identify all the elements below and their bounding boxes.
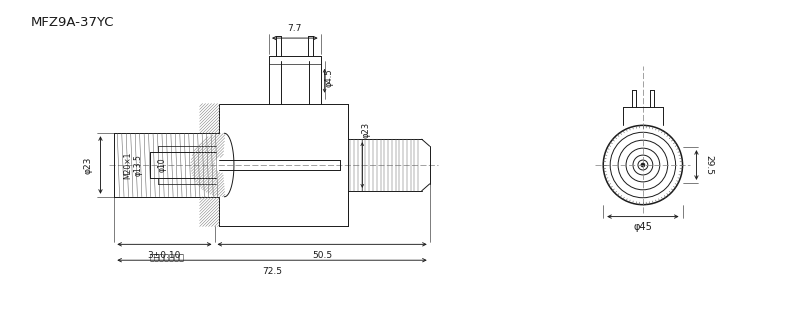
Text: 50.5: 50.5	[312, 251, 332, 260]
Text: φ45: φ45	[634, 221, 652, 231]
Text: M20×1: M20×1	[123, 151, 133, 179]
Text: 3±0.10: 3±0.10	[148, 251, 181, 260]
Text: MFZ9A-37YC: MFZ9A-37YC	[31, 16, 115, 29]
Text: φ13.5: φ13.5	[134, 154, 142, 176]
Text: 72.5: 72.5	[262, 267, 282, 276]
Text: 29.5: 29.5	[704, 155, 714, 175]
Text: 7.7: 7.7	[288, 24, 302, 33]
Text: φ10: φ10	[157, 158, 167, 172]
Text: φ23: φ23	[362, 122, 371, 139]
Text: φ4.5: φ4.5	[324, 68, 333, 87]
Text: φ23: φ23	[83, 156, 93, 174]
Text: 电磁鐵得电位置: 电磁鐵得电位置	[149, 253, 185, 262]
Circle shape	[641, 163, 645, 167]
